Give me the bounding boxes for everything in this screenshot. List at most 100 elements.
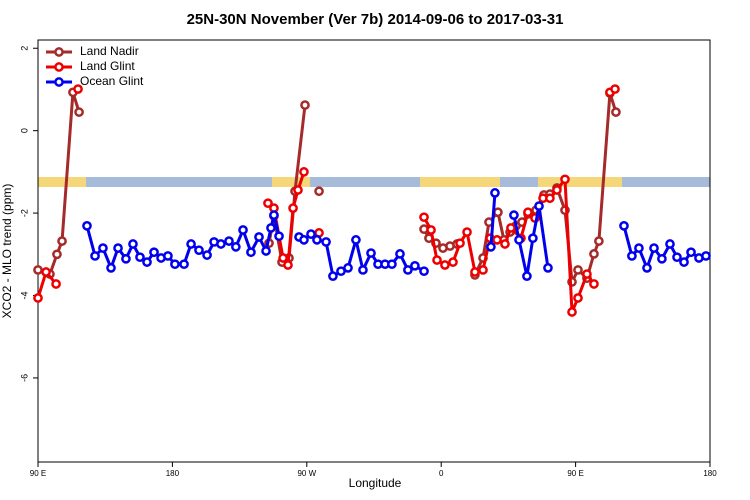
x-tick-label: 90 W — [297, 469, 316, 478]
y-tick-label: -6 — [19, 374, 29, 382]
series — [82, 188, 711, 281]
data-point — [288, 203, 298, 213]
land-strip — [272, 177, 310, 187]
data-point — [573, 293, 583, 303]
data-point — [462, 227, 472, 237]
land-strip — [420, 177, 500, 187]
legend-label: Land Nadir — [80, 44, 139, 58]
data-point — [500, 239, 510, 249]
data-point — [328, 271, 338, 281]
x-tick-label: 180 — [166, 469, 180, 478]
data-point — [426, 225, 436, 235]
data-point — [649, 243, 659, 253]
data-point — [672, 252, 682, 263]
data-point — [82, 221, 92, 231]
y-tick-label: 2 — [19, 46, 29, 51]
legend-marker — [54, 47, 64, 57]
data-point — [582, 269, 592, 279]
data-point — [98, 243, 108, 253]
data-point — [552, 185, 562, 195]
data-point — [493, 207, 503, 218]
data-point — [33, 265, 43, 275]
land-strip — [38, 177, 86, 187]
data-point — [278, 253, 288, 263]
data-point — [149, 247, 159, 258]
data-point — [238, 225, 248, 235]
chart-title: 25N-30N November (Ver 7b) 2014-09-06 to … — [187, 11, 564, 28]
data-point — [560, 174, 570, 185]
data-point — [142, 257, 152, 267]
data-point — [506, 223, 516, 233]
data-point — [492, 235, 502, 245]
data-point — [246, 247, 256, 258]
data-point — [274, 231, 284, 242]
data-point — [90, 251, 100, 261]
data-point — [419, 266, 429, 277]
data-point — [611, 107, 621, 117]
data-point — [486, 242, 496, 252]
x-tick-label: 180 — [703, 469, 717, 478]
data-point — [343, 263, 353, 273]
data-point — [135, 252, 145, 263]
data-point — [410, 260, 420, 271]
data-point — [179, 259, 189, 270]
data-point — [478, 265, 488, 275]
data-point — [679, 257, 689, 267]
data-point — [432, 255, 442, 265]
legend-marker — [54, 62, 64, 72]
data-point — [41, 267, 51, 277]
x-tick-label: 0 — [439, 469, 444, 478]
data-point — [573, 265, 583, 275]
data-point — [470, 267, 480, 277]
data-point — [113, 243, 123, 253]
data-point — [351, 235, 361, 245]
data-point — [306, 229, 316, 239]
data-point — [686, 247, 696, 258]
data-point — [523, 207, 533, 218]
data-point — [314, 186, 324, 197]
x-axis-label: Longitude — [349, 476, 402, 490]
data-point — [455, 238, 465, 249]
data-point — [269, 210, 279, 220]
data-point — [387, 259, 397, 270]
data-point — [594, 236, 604, 246]
data-point — [619, 221, 629, 231]
data-point — [194, 245, 204, 256]
data-point — [701, 251, 711, 261]
y-tick-label: -4 — [19, 292, 29, 300]
data-point — [57, 236, 67, 246]
data-point — [73, 84, 83, 94]
data-point — [263, 198, 273, 209]
data-point — [321, 237, 331, 247]
data-point — [522, 271, 532, 281]
data-point — [448, 257, 458, 267]
data-point — [170, 259, 180, 270]
data-point — [299, 167, 309, 177]
data-point — [366, 248, 376, 258]
data-point — [293, 185, 303, 195]
x-tick-label: 90 E — [30, 469, 46, 478]
land-strip — [538, 177, 622, 187]
data-point — [299, 235, 309, 245]
data-point — [490, 188, 500, 198]
data-point — [52, 249, 62, 260]
series — [33, 84, 620, 317]
data-point — [224, 236, 234, 246]
data-point — [128, 239, 138, 249]
data-point — [545, 193, 555, 204]
data-point — [358, 265, 368, 275]
data-point — [665, 239, 675, 249]
data-point — [403, 265, 413, 275]
data-point — [186, 239, 196, 249]
data-point — [51, 279, 61, 289]
plot-frame — [37, 39, 711, 463]
data-point — [106, 263, 116, 273]
data-point — [514, 235, 524, 245]
data-point — [163, 251, 173, 261]
series-line — [85, 192, 707, 279]
data-point — [657, 253, 667, 264]
data-point — [261, 246, 271, 256]
legend-label: Land Glint — [80, 59, 135, 73]
